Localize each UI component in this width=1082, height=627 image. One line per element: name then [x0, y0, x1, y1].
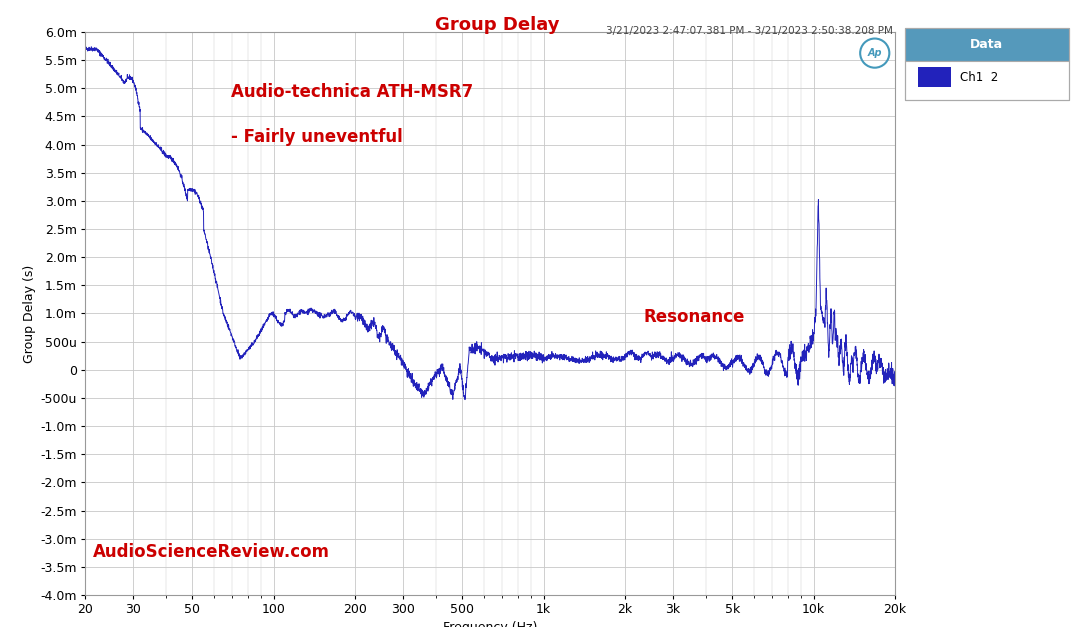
Bar: [905, 61, 1069, 100]
Text: Resonance: Resonance: [644, 308, 745, 326]
Text: Data: Data: [971, 38, 1003, 51]
Y-axis label: Group Delay (s): Group Delay (s): [23, 265, 36, 362]
Text: - Fairly uneventful: - Fairly uneventful: [230, 128, 403, 145]
Bar: [905, 28, 1069, 61]
X-axis label: Frequency (Hz): Frequency (Hz): [443, 621, 537, 627]
Text: AudioScienceReview.com: AudioScienceReview.com: [93, 543, 330, 561]
Text: Ch1  2: Ch1 2: [961, 71, 999, 84]
Text: Audio-technica ATH-MSR7: Audio-technica ATH-MSR7: [230, 83, 473, 101]
Text: 3/21/2023 2:47:07.381 PM - 3/21/2023 2:50:38.208 PM: 3/21/2023 2:47:07.381 PM - 3/21/2023 2:5…: [606, 26, 893, 36]
Bar: [918, 67, 951, 87]
Text: Group Delay: Group Delay: [435, 16, 560, 34]
